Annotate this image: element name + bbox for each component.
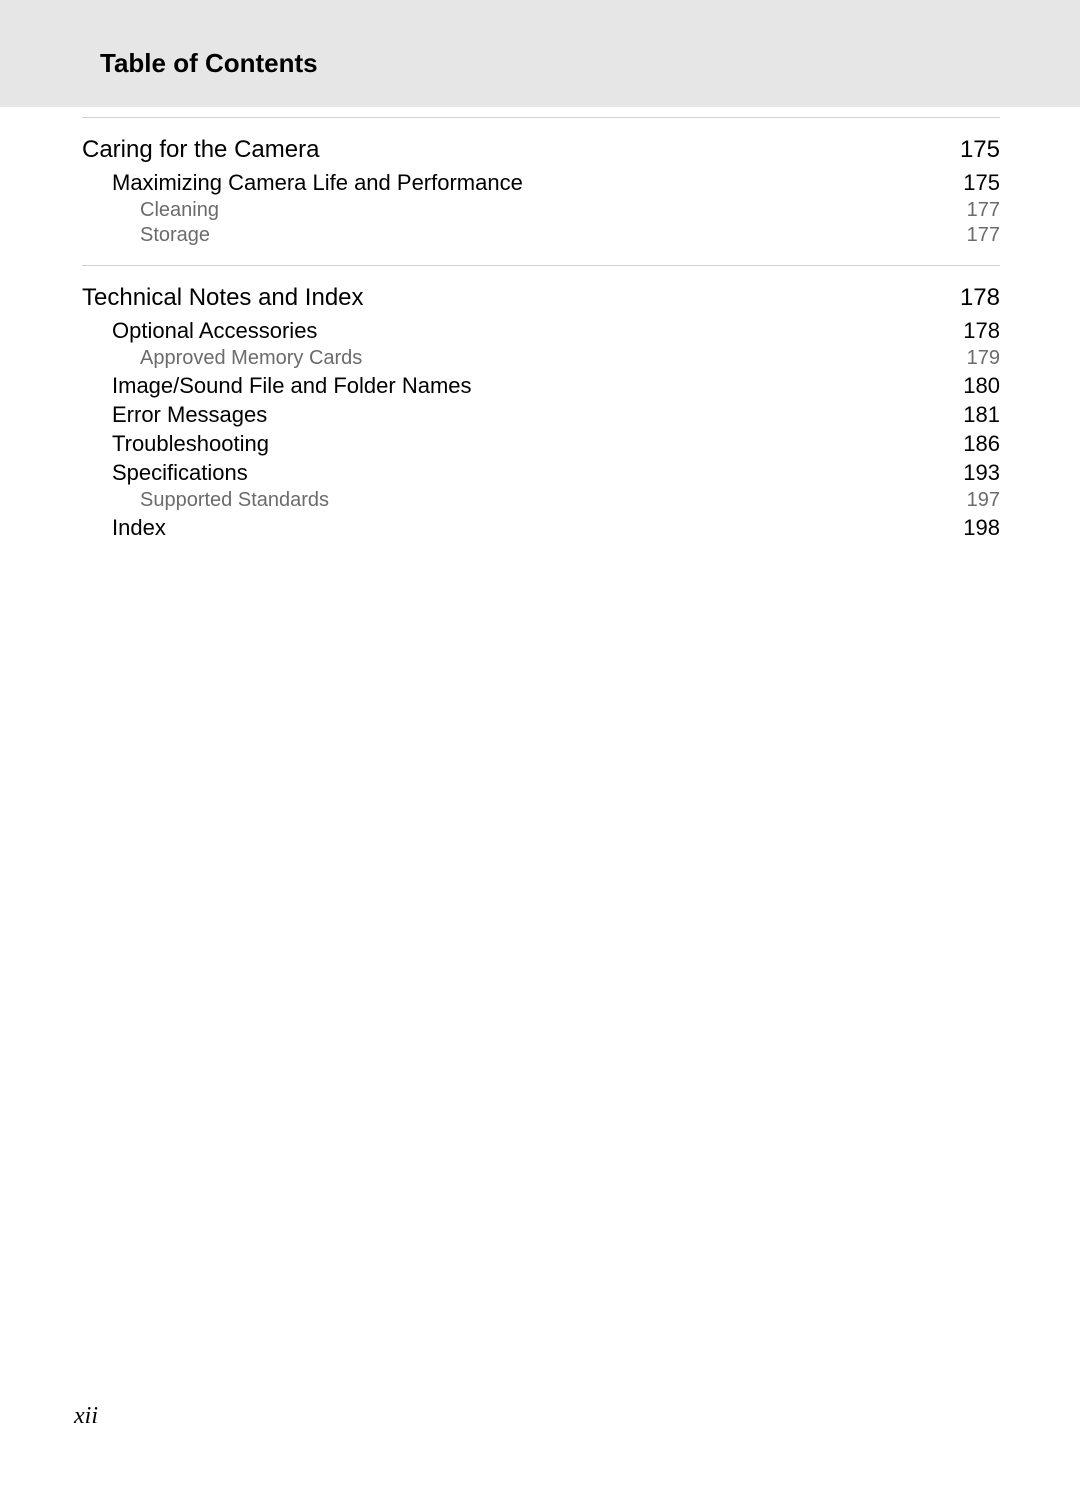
toc-entry[interactable]: Storage 177	[140, 224, 1000, 247]
toc-entry[interactable]: Supported Standards 197	[140, 489, 1000, 512]
toc-label: Optional Accessories	[112, 318, 317, 344]
toc-section: Technical Notes and Index 178 Optional A…	[82, 265, 1000, 541]
toc-label: Troubleshooting	[112, 431, 269, 457]
toc-page: 180	[963, 373, 1000, 399]
toc-label: Image/Sound File and Folder Names	[112, 373, 472, 399]
toc-page: 186	[963, 431, 1000, 457]
toc-page: 175	[960, 136, 1000, 164]
toc-entry[interactable]: Optional Accessories 178	[112, 318, 1000, 344]
toc-entry[interactable]: Maximizing Camera Life and Performance 1…	[112, 170, 1000, 196]
toc-page: 177	[967, 199, 1000, 222]
toc-entry[interactable]: Caring for the Camera 175	[82, 136, 1000, 164]
toc-entry[interactable]: Cleaning 177	[140, 199, 1000, 222]
toc-page: 178	[963, 318, 1000, 344]
page-title: Table of Contents	[100, 48, 1080, 79]
toc-page: 181	[963, 402, 1000, 428]
toc-section: Caring for the Camera 175 Maximizing Cam…	[82, 117, 1000, 247]
toc-label: Supported Standards	[140, 489, 329, 512]
header-band: Table of Contents	[0, 0, 1080, 107]
toc-label: Cleaning	[140, 199, 219, 222]
toc-entry[interactable]: Image/Sound File and Folder Names 180	[112, 373, 1000, 399]
toc-label: Storage	[140, 224, 210, 247]
page-number: xii	[74, 1403, 98, 1430]
toc-page: 178	[960, 284, 1000, 312]
toc-page: 198	[963, 515, 1000, 541]
toc-entry[interactable]: Index 198	[112, 515, 1000, 541]
toc-label: Specifications	[112, 460, 248, 486]
toc-entry[interactable]: Troubleshooting 186	[112, 431, 1000, 457]
toc-label: Approved Memory Cards	[140, 347, 362, 370]
toc-entry[interactable]: Specifications 193	[112, 460, 1000, 486]
toc-label: Caring for the Camera	[82, 136, 319, 164]
toc-page: 179	[967, 347, 1000, 370]
toc-label: Maximizing Camera Life and Performance	[112, 170, 523, 196]
toc-page: 193	[963, 460, 1000, 486]
toc-label: Technical Notes and Index	[82, 284, 364, 312]
toc-page: 175	[963, 170, 1000, 196]
toc-page: 197	[967, 489, 1000, 512]
toc-page: 177	[967, 224, 1000, 247]
toc-content: Caring for the Camera 175 Maximizing Cam…	[0, 117, 1080, 541]
toc-entry[interactable]: Technical Notes and Index 178	[82, 284, 1000, 312]
toc-entry[interactable]: Error Messages 181	[112, 402, 1000, 428]
toc-label: Index	[112, 515, 166, 541]
toc-entry[interactable]: Approved Memory Cards 179	[140, 347, 1000, 370]
toc-label: Error Messages	[112, 402, 267, 428]
